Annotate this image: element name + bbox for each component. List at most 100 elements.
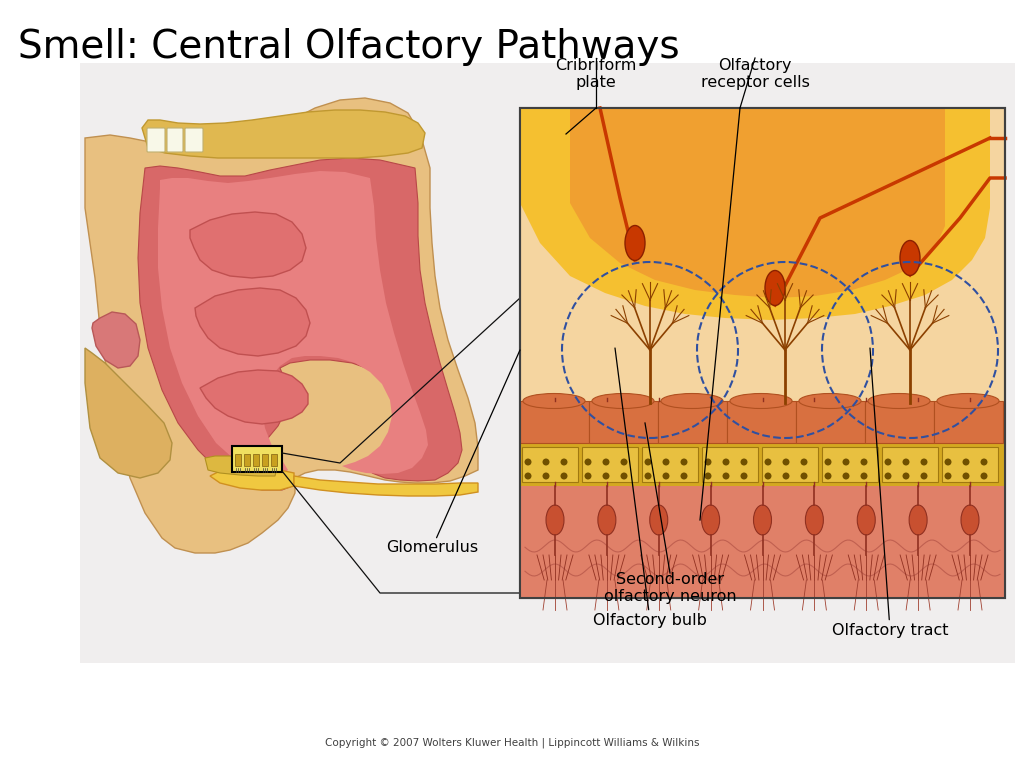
Polygon shape [294,476,478,496]
Circle shape [902,472,909,479]
Polygon shape [142,110,425,158]
Text: Smell: Central Olfactory Pathways: Smell: Central Olfactory Pathways [18,28,680,66]
Circle shape [902,458,909,465]
Text: Olfactory
receptor cells: Olfactory receptor cells [700,58,809,91]
Bar [520,486,1005,598]
Bar [642,447,698,482]
Circle shape [860,458,867,465]
Bar [520,401,589,443]
Ellipse shape [660,393,723,409]
Circle shape [524,472,531,479]
Circle shape [801,472,808,479]
Polygon shape [570,108,945,298]
Circle shape [963,458,970,465]
Bar [942,447,998,482]
Bar [702,447,758,482]
Bar [658,401,727,443]
Polygon shape [85,348,172,478]
Polygon shape [195,288,310,356]
Circle shape [723,472,729,479]
FancyBboxPatch shape [147,128,165,152]
Circle shape [740,458,748,465]
Circle shape [543,472,550,479]
Circle shape [944,472,951,479]
Bar [271,454,278,466]
Bar [520,108,1005,598]
Bar [762,447,818,482]
Polygon shape [92,312,140,368]
FancyBboxPatch shape [167,128,183,152]
Bar [520,108,1005,598]
Circle shape [981,472,987,479]
Ellipse shape [868,393,930,409]
Circle shape [621,458,628,465]
Circle shape [602,458,609,465]
Bar [865,401,934,443]
Ellipse shape [598,505,615,535]
Bar [234,454,241,466]
Text: Cribriform
plate: Cribriform plate [555,58,637,91]
Ellipse shape [937,393,999,409]
Ellipse shape [650,505,668,535]
Bar [262,454,268,466]
FancyBboxPatch shape [185,128,203,152]
Polygon shape [200,370,308,424]
Circle shape [782,458,790,465]
Circle shape [644,458,651,465]
Circle shape [621,472,628,479]
Circle shape [705,458,712,465]
Circle shape [681,458,687,465]
Text: Olfactory tract: Olfactory tract [831,348,948,637]
Ellipse shape [592,393,654,409]
Circle shape [585,472,592,479]
Text: Glomerulus: Glomerulus [386,350,520,555]
Circle shape [560,458,567,465]
Polygon shape [85,98,478,553]
Circle shape [824,458,831,465]
Ellipse shape [857,505,876,535]
Polygon shape [138,158,462,490]
Circle shape [644,472,651,479]
Ellipse shape [625,226,645,260]
Circle shape [723,458,729,465]
Bar [522,447,578,482]
Ellipse shape [805,505,823,535]
Circle shape [843,472,850,479]
Circle shape [740,472,748,479]
Bar [582,447,638,482]
Circle shape [560,472,567,479]
Circle shape [681,472,687,479]
Bar [796,401,865,443]
Bar [589,401,658,443]
Ellipse shape [909,505,927,535]
Circle shape [824,472,831,479]
Ellipse shape [730,393,792,409]
Circle shape [705,472,712,479]
Bar [232,446,282,472]
Circle shape [602,472,609,479]
Polygon shape [190,212,306,278]
Polygon shape [520,108,990,320]
Ellipse shape [546,505,564,535]
Circle shape [524,458,531,465]
Circle shape [921,458,928,465]
Circle shape [860,472,867,479]
Bar [882,447,938,482]
Bar [520,443,1005,486]
Circle shape [921,472,928,479]
Circle shape [944,458,951,465]
Bar [727,401,796,443]
Circle shape [663,458,670,465]
Ellipse shape [523,393,585,409]
Ellipse shape [765,270,785,306]
Circle shape [782,472,790,479]
Bar [244,454,250,466]
Circle shape [765,458,771,465]
Circle shape [801,458,808,465]
Circle shape [765,472,771,479]
Ellipse shape [799,393,861,409]
Circle shape [963,472,970,479]
Text: Olfactory bulb: Olfactory bulb [593,348,707,627]
Circle shape [543,458,550,465]
Circle shape [663,472,670,479]
